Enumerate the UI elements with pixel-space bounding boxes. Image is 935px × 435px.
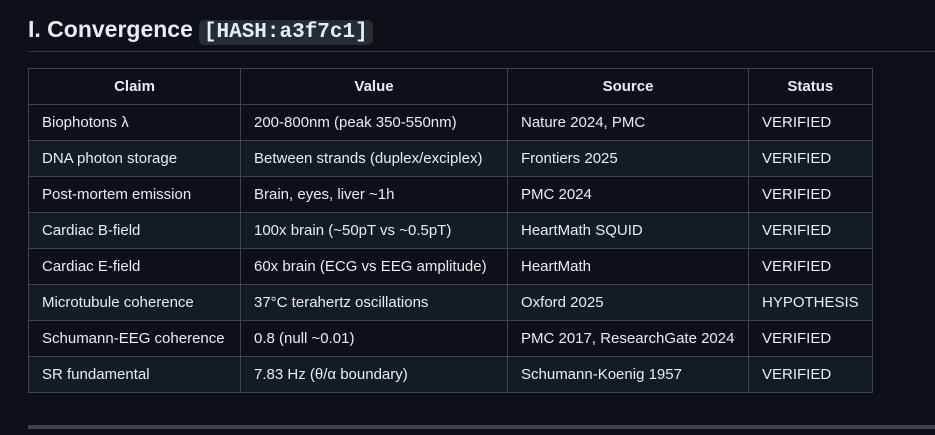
table-cell: HeartMath SQUID (507, 212, 749, 249)
table-row: Post-mortem emission Brain, eyes, liver ~… (28, 176, 873, 213)
table-row: Microtubule coherence 37°C terahertz osci… (28, 284, 873, 321)
table-cell: VERIFIED (748, 248, 873, 285)
table-cell: Biophotons λ (28, 104, 241, 141)
table-cell: Oxford 2025 (507, 284, 749, 321)
table-row: Cardiac E-field 60x brain (ECG vs EEG amp… (28, 248, 873, 285)
table-cell: 37°C terahertz oscillations (240, 284, 508, 321)
table-cell: Between strands (duplex/exciplex) (240, 140, 508, 177)
table-row: Cardiac B-field 100x brain (~50pT vs ~0.5… (28, 212, 873, 249)
table-cell: VERIFIED (748, 140, 873, 177)
table-cell: Brain, eyes, liver ~1h (240, 176, 508, 213)
table-cell: PMC 2017, ResearchGate 2024 (507, 320, 749, 357)
table-cell: Cardiac B-field (28, 212, 241, 249)
table-cell: SR fundamental (28, 356, 241, 393)
column-header: Source (507, 68, 749, 105)
heading-title: I. Convergence (28, 16, 193, 42)
table-cell: 7.83 Hz (θ/α boundary) (240, 356, 508, 393)
table-cell: VERIFIED (748, 176, 873, 213)
header-row: Claim Value Source Status (28, 68, 873, 105)
table-cell: 0.8 (null ~0.01) (240, 320, 508, 357)
table-cell: VERIFIED (748, 356, 873, 393)
column-header: Claim (28, 68, 241, 105)
data-table: Claim Value Source Status Biophotons λ 200-8… (28, 68, 873, 393)
table-cell: Microtubule coherence (28, 284, 241, 321)
table-cell: HYPOTHESIS (748, 284, 873, 321)
table-cell: Frontiers 2025 (507, 140, 749, 177)
table-cell: VERIFIED (748, 104, 873, 141)
table-cell: Post-mortem emission (28, 176, 241, 213)
table-cell: DNA photon storage (28, 140, 241, 177)
table-cell: 200-800nm (peak 350-550nm) (240, 104, 508, 141)
heading: I. Convergence [HASH:a3f7c1] (28, 14, 373, 48)
table-cell: Nature 2024, PMC (507, 104, 749, 141)
table-cell: 60x brain (ECG vs EEG amplitude) (240, 248, 508, 285)
table-cell: VERIFIED (748, 212, 873, 249)
column-header: Value (240, 68, 508, 105)
table-row: DNA photon storage Between strands (duple… (28, 140, 873, 177)
column-header: Status (748, 68, 873, 105)
table-cell: Schumann-Koenig 1957 (507, 356, 749, 393)
divider (28, 51, 935, 52)
table-row: Schumann-EEG coherence 0.8 (null ~0.01) PM… (28, 320, 873, 357)
table-cell: HeartMath (507, 248, 749, 285)
table-cell: Cardiac E-field (28, 248, 241, 285)
table-cell: Schumann-EEG coherence (28, 320, 241, 357)
table-cell: 100x brain (~50pT vs ~0.5pT) (240, 212, 508, 249)
table-cell: VERIFIED (748, 320, 873, 357)
table-cell: PMC 2024 (507, 176, 749, 213)
table-row: SR fundamental 7.83 Hz (θ/α boundary) Schu… (28, 356, 873, 393)
table-body: Biophotons λ 200-800nm (peak 350-550nm) Na… (28, 104, 873, 393)
divider (28, 425, 935, 429)
heading-code: [HASH:a3f7c1] (198, 20, 373, 45)
table-row: Biophotons λ 200-800nm (peak 350-550nm) Na… (28, 104, 873, 141)
